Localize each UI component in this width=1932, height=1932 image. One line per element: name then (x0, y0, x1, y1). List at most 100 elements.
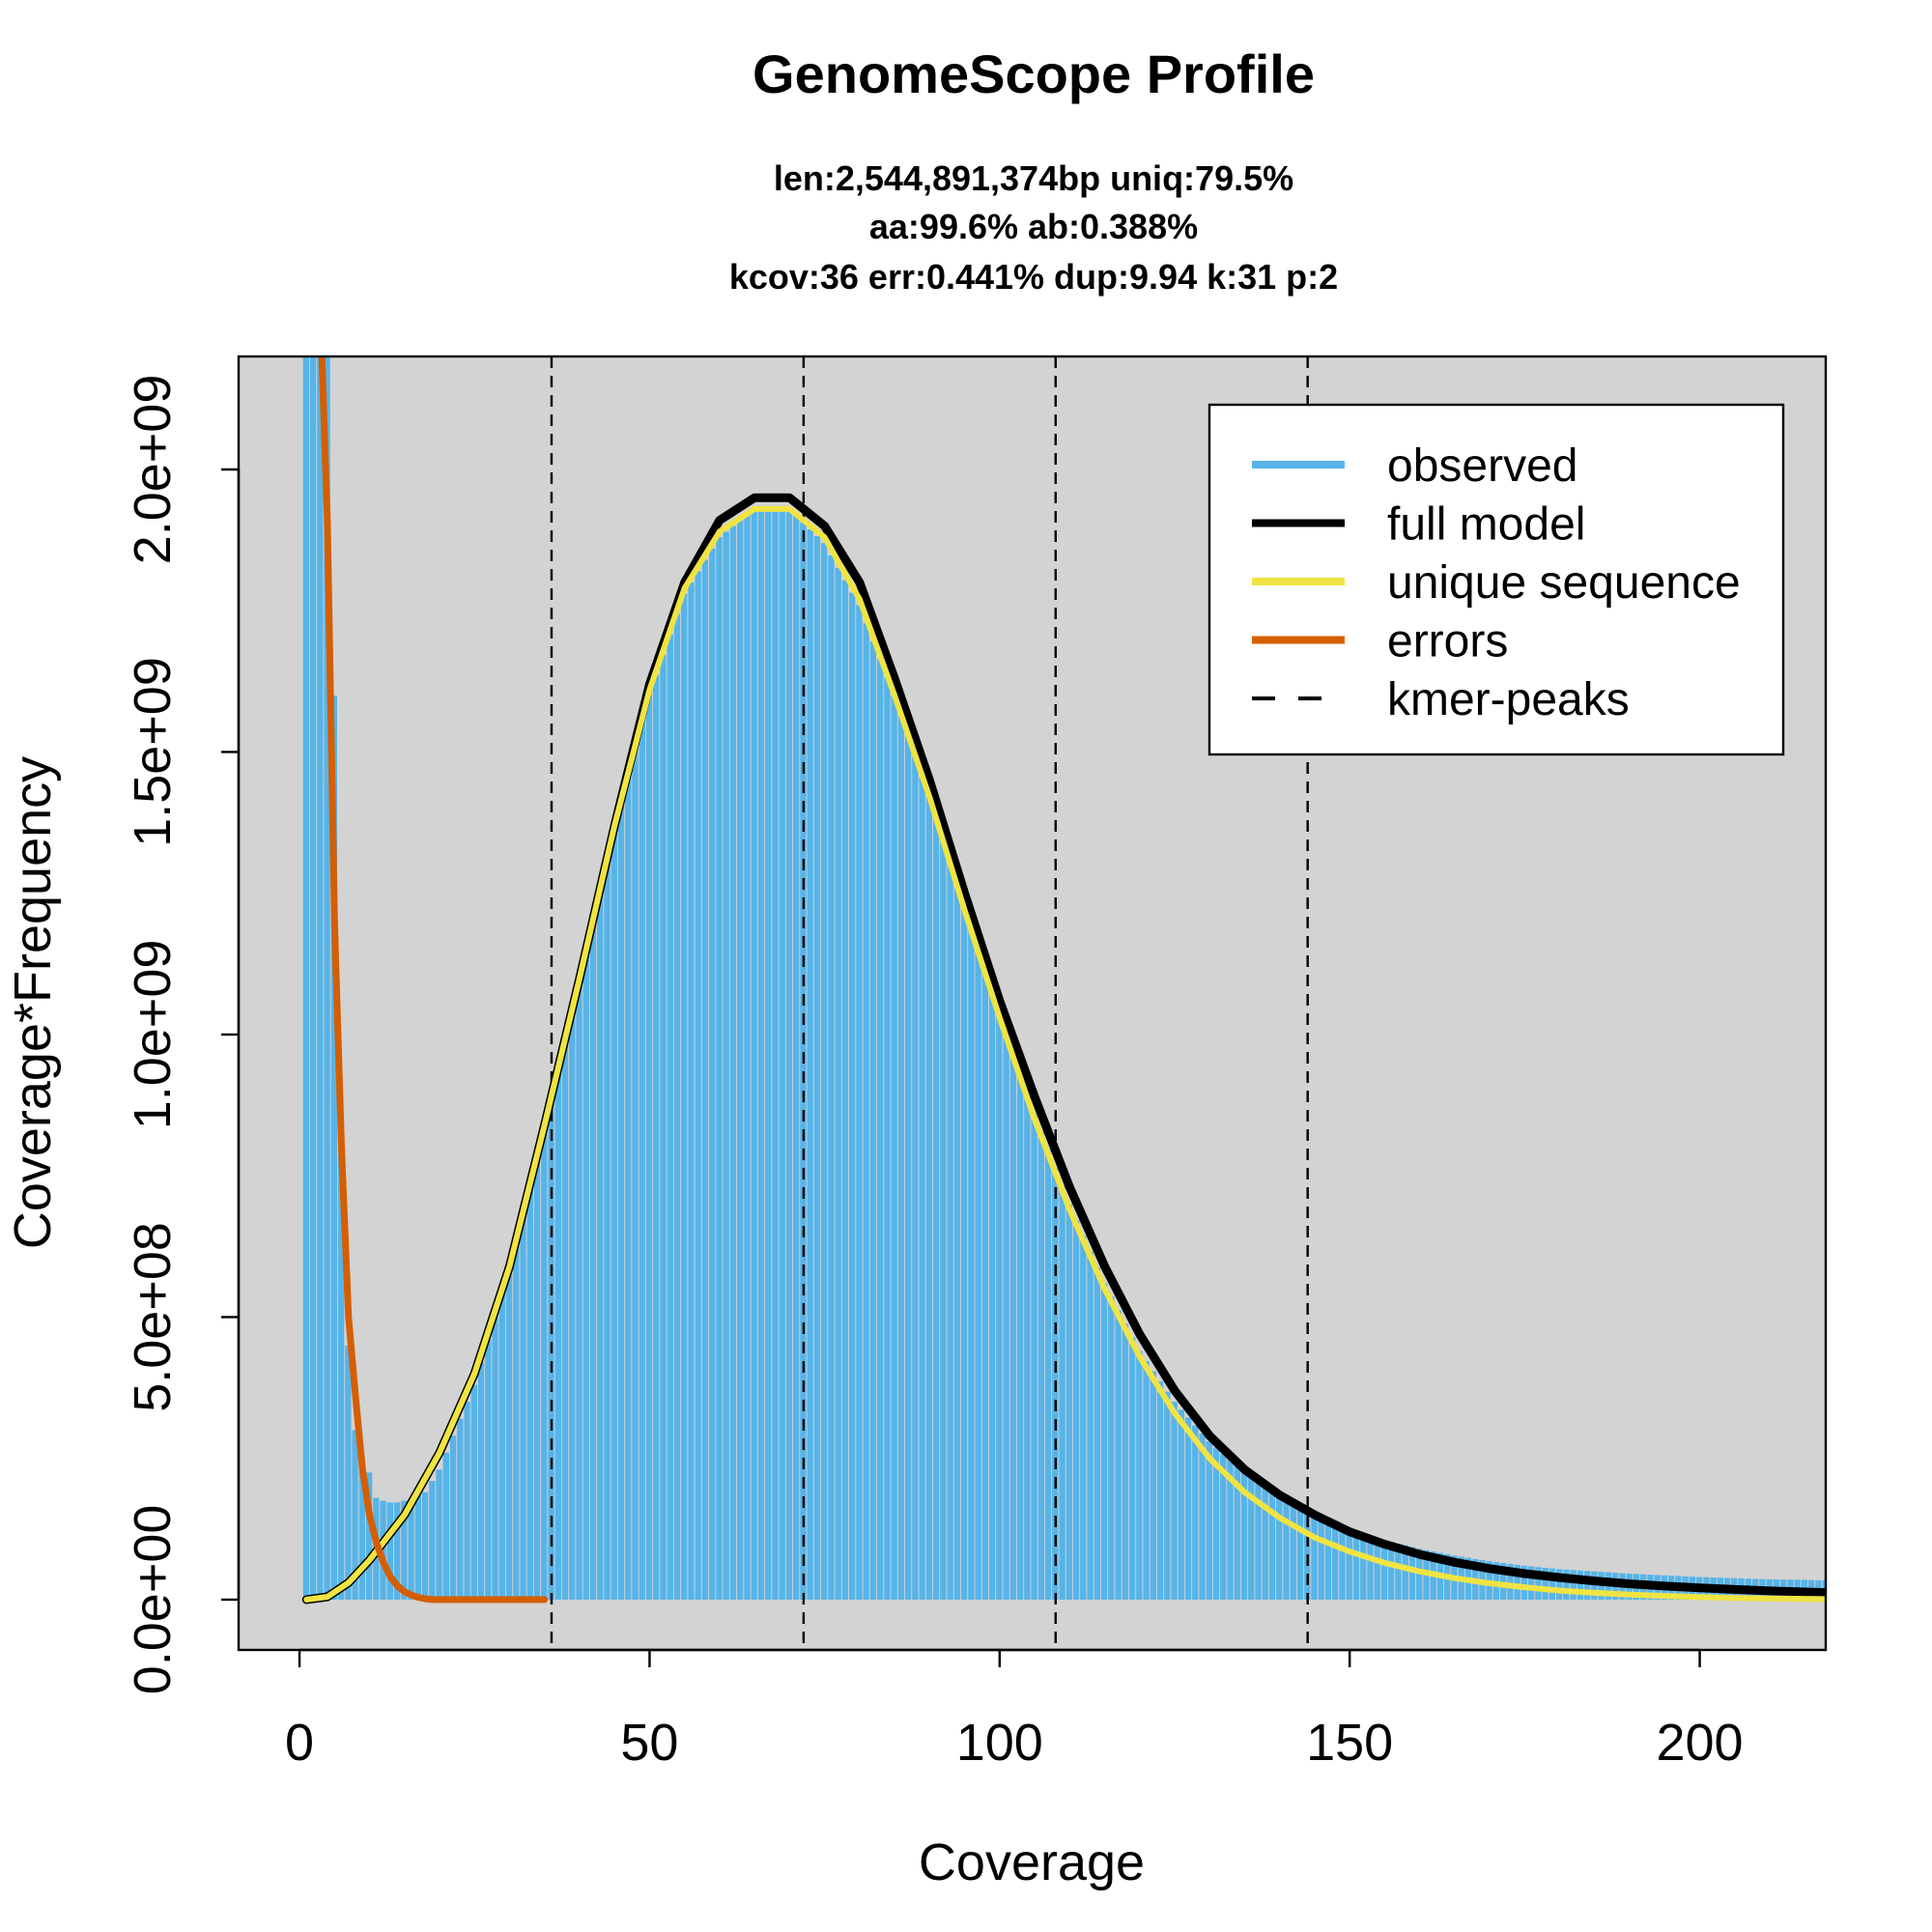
observed-bar (365, 1472, 373, 1600)
observed-bar (401, 1500, 408, 1600)
observed-bar (1192, 1425, 1199, 1600)
observed-bar (1268, 1491, 1276, 1600)
observed-bar (1227, 1460, 1234, 1600)
observed-bar (533, 1153, 541, 1600)
observed-bar (1065, 1204, 1072, 1600)
observed-bar (464, 1402, 470, 1600)
observed-bar (891, 695, 897, 1600)
observed-bar (1059, 1185, 1065, 1600)
observed-bar (1178, 1409, 1184, 1600)
observed-bar (492, 1317, 498, 1600)
observed-bar (673, 613, 681, 1600)
observed-bar (1206, 1441, 1212, 1600)
observed-bar (526, 1183, 533, 1600)
observed-bar (779, 508, 785, 1600)
observed-bar (1031, 1113, 1037, 1600)
observed-bar (1009, 1052, 1017, 1600)
x-tick-label: 100 (956, 1714, 1043, 1772)
y-tick-label: 2.0e+09 (124, 375, 182, 565)
observed-bar (813, 536, 821, 1600)
observed-bar (1499, 1563, 1507, 1600)
observed-bar (1044, 1150, 1052, 1600)
observed-bar (1311, 1515, 1318, 1600)
observed-bar (1108, 1296, 1115, 1600)
observed-bar (828, 554, 835, 1600)
observed-bar (1591, 1571, 1598, 1600)
observed-bar (498, 1294, 505, 1600)
observed-bar (393, 1502, 401, 1600)
observed-bar (925, 797, 933, 1600)
observed-bar (765, 508, 772, 1600)
observed-bar (1262, 1486, 1268, 1600)
observed-bar (1570, 1570, 1577, 1600)
legend: observed full model unique sequence errors k… (1208, 403, 1785, 756)
observed-bar (1352, 1531, 1360, 1600)
observed-bar (380, 1500, 386, 1600)
observed-bar (414, 1495, 421, 1600)
observed-bar (421, 1492, 429, 1600)
observed-bar (744, 514, 751, 1600)
observed-bar (597, 883, 604, 1600)
observed-bar (1024, 1093, 1031, 1600)
observed-bar (477, 1362, 485, 1600)
observed-bar (1037, 1131, 1045, 1600)
observed-bar (1507, 1563, 1514, 1600)
observed-bar (1339, 1525, 1346, 1600)
errors-line (318, 356, 549, 1604)
legend-label: observed (1387, 440, 1577, 492)
observed-bar (884, 677, 891, 1600)
observed-bar (869, 640, 877, 1600)
observed-bar (1583, 1571, 1591, 1600)
model-curves (301, 356, 1826, 1605)
observed-bar (772, 508, 779, 1600)
observed-bar (653, 674, 660, 1600)
observed-bar (639, 720, 645, 1600)
observed-bar (807, 529, 813, 1600)
observed-bar (429, 1481, 436, 1600)
observed-bar (470, 1384, 477, 1600)
observed-bar (1555, 1569, 1563, 1600)
observed-bar (513, 1242, 520, 1600)
observed-bar (617, 794, 625, 1600)
observed-bar (1255, 1481, 1262, 1600)
unique-sequence-line (303, 505, 1826, 1603)
observed-bar (1276, 1494, 1283, 1600)
observed-bar (1388, 1542, 1395, 1600)
observed-bar (520, 1212, 526, 1600)
y-tick-label: 1.5e+09 (124, 657, 182, 847)
x-axis-label: Coverage (919, 1833, 1145, 1891)
observed-bar (1296, 1507, 1304, 1600)
observed-bar (1094, 1266, 1100, 1600)
observed-bar (358, 1458, 366, 1600)
observed-bar (1128, 1337, 1136, 1600)
axes: 0 50 100 150 200 0.0e+00 5.0e+08 1.0e+09 1.5e+09… (124, 375, 1744, 1772)
observed-bar (345, 1345, 352, 1600)
observed-bar (897, 716, 905, 1600)
y-axis-label: Coverage*Frequency (4, 756, 62, 1249)
observed-bar (820, 543, 828, 1600)
observed-bar (1150, 1371, 1156, 1600)
observed-bar (1072, 1219, 1080, 1600)
observed-bar (729, 526, 737, 1600)
y-tick-label: 0.0e+00 (124, 1505, 182, 1695)
observed-bar (1318, 1518, 1324, 1600)
observed-bar (912, 756, 919, 1600)
chart-subtitle-line-3: kcov:36 err:0.441% dup:9.94 k:31 p:2 (728, 257, 1339, 297)
observed-bar (330, 695, 338, 1600)
observed-bar (1143, 1361, 1150, 1600)
observed-bar (1332, 1522, 1339, 1600)
observed-bar (1520, 1565, 1528, 1600)
observed-bar (485, 1339, 492, 1600)
observed-bar (386, 1502, 393, 1600)
observed-bar (1374, 1538, 1380, 1600)
observed-bar (1492, 1562, 1500, 1600)
observed-bar (1136, 1350, 1143, 1600)
observed-bar (1003, 1032, 1009, 1600)
observed-bar (981, 969, 989, 1600)
observed-bar (785, 508, 793, 1600)
observed-bar (1290, 1502, 1296, 1600)
observed-bar (940, 839, 947, 1600)
observed-bar (1346, 1528, 1352, 1600)
